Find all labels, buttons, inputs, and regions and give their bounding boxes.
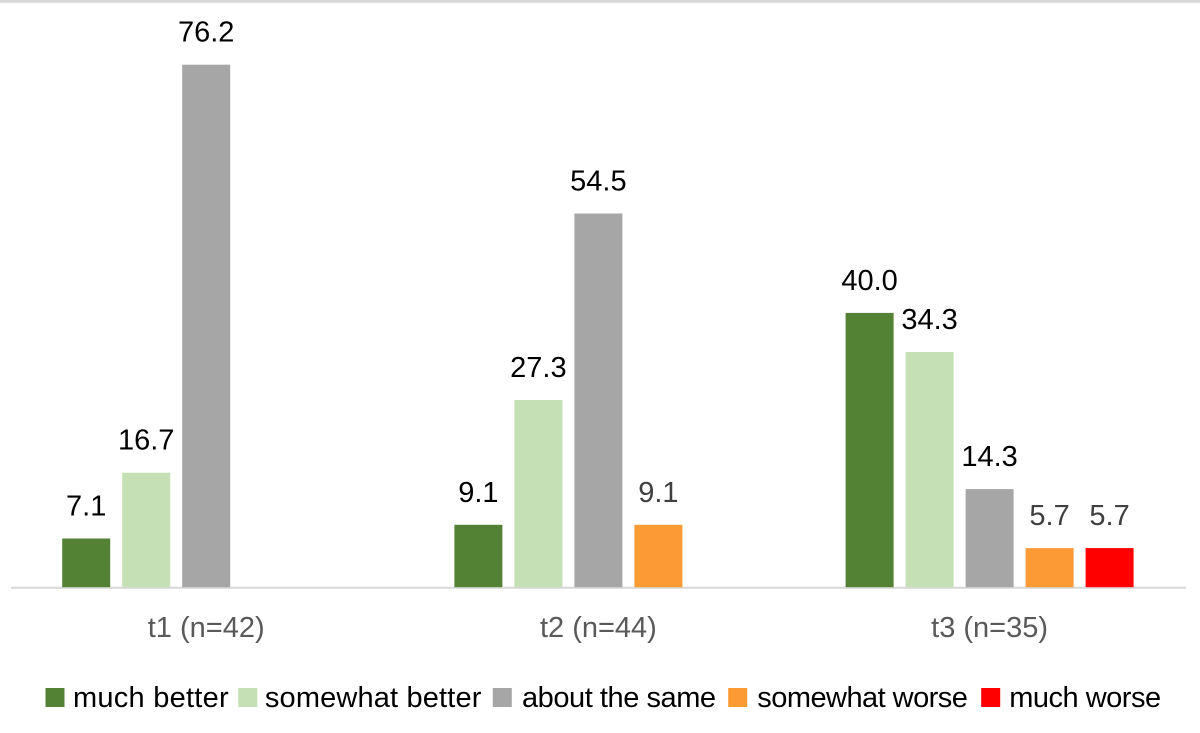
svg-text:54.5: 54.5 (570, 166, 626, 198)
svg-text:9.1: 9.1 (638, 477, 678, 509)
svg-text:34.3: 34.3 (901, 304, 957, 336)
svg-text:t2 (n=44): t2 (n=44) (540, 612, 657, 644)
svg-text:14.3: 14.3 (961, 441, 1017, 473)
svg-text:5.7: 5.7 (1089, 500, 1129, 532)
svg-text:t3 (n=35): t3 (n=35) (931, 612, 1048, 644)
svg-text:somewhat worse: somewhat worse (757, 682, 967, 714)
svg-text:5.7: 5.7 (1029, 500, 1069, 532)
svg-text:40.0: 40.0 (841, 265, 897, 297)
svg-text:9.1: 9.1 (458, 477, 498, 509)
svg-text:much better: much better (73, 682, 229, 714)
svg-text:about the same: about the same (522, 682, 716, 714)
svg-text:much worse: much worse (1009, 682, 1160, 714)
svg-text:t1 (n=42): t1 (n=42) (148, 612, 265, 644)
svg-text:somewhat better: somewhat better (265, 682, 482, 714)
svg-text:27.3: 27.3 (510, 352, 566, 384)
svg-text:16.7: 16.7 (118, 425, 174, 457)
svg-text:76.2: 76.2 (178, 17, 234, 49)
svg-text:7.1: 7.1 (66, 491, 106, 523)
